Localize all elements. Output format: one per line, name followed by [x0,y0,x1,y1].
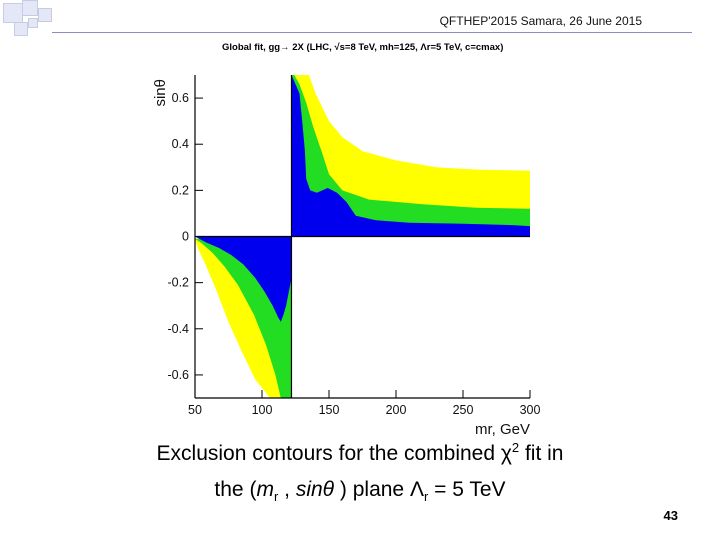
regions-layer [195,75,530,398]
y-tick-label: 0.2 [172,183,189,197]
page-number: 43 [663,508,678,523]
x-tick-label: 50 [188,403,202,417]
caption-line-2: the (mr , sinθ ) plane Λr = 5 TeV [0,478,720,504]
region-blue-5 [195,236,292,322]
caption-line-1-end: fit in [519,442,564,465]
y-tick-label: 0.4 [172,137,189,151]
x-axis-label: mr, GeV [475,421,530,438]
caption-part-b: , [278,478,296,501]
y-tick-label: -0.4 [167,322,189,336]
region-blue-2 [291,75,530,237]
y-tick-label: -0.2 [167,276,189,290]
y-tick-label: -0.6 [167,368,189,382]
caption-part-a: the ( [214,478,257,501]
header-rule [52,32,692,33]
caption-subscript-lambda: r [423,489,429,505]
x-tick-label: 250 [453,403,474,417]
x-tick-label: 200 [386,403,407,417]
y-tick-label: 0.6 [172,91,189,105]
region-yellow-0 [291,75,530,228]
caption-subscript-r: r [273,489,279,505]
caption-sin-symbol: sinθ [295,478,335,501]
ticks-layer: 50 100 150 200 250 300 -0.6 -0.4 -0.2 0 0.2 0.4 0.6 [167,91,540,417]
caption-part-d: = 5 TeV [428,478,506,501]
plot-title: Global fit, gg→ 2X (LHC, √s=8 TeV, mh=12… [222,42,504,53]
caption-part-c: ) plane Λ [334,478,424,501]
conference-header: QFTHEP'2015 Samara, 26 June 2015 [439,14,642,28]
x-tick-label: 150 [319,403,340,417]
y-axis-label: sinθ [152,79,169,107]
caption-line-1: Exclusion contours for the combined χ2 f… [0,440,720,466]
caption-superscript: 2 [511,440,520,455]
x-tick-label: 100 [252,403,273,417]
corner-decoration [0,0,70,50]
caption-line-1-text: Exclusion contours for the combined χ [156,442,512,465]
x-tick-label: 300 [520,403,541,417]
y-tick-label: 0 [182,230,189,244]
caption-mass-symbol: m [256,478,274,501]
